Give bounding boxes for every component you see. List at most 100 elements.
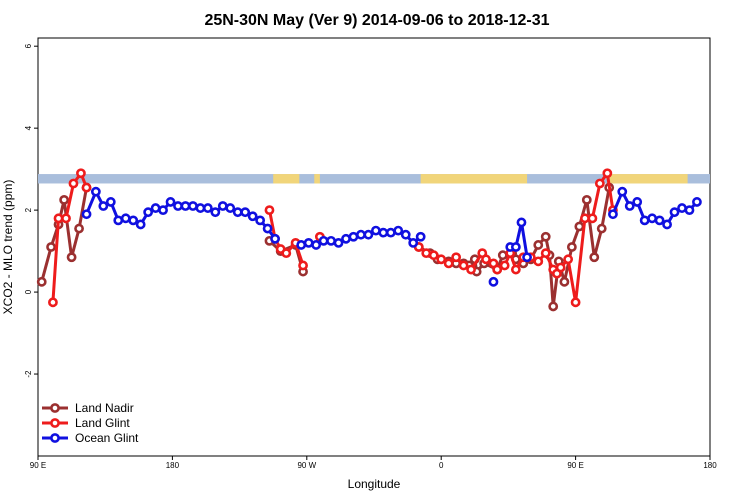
ocean-glint-point-0-20: [232, 207, 243, 218]
ocean-glint-point-0-0: [81, 209, 92, 220]
ocean-glint-point-1-12: [385, 227, 396, 238]
ocean-glint-point-3-2: [516, 217, 527, 228]
land-glint-point-3-22: [563, 254, 574, 265]
land-nadir-point-0-0: [36, 276, 47, 287]
y-tick-label-0: -2: [24, 370, 33, 378]
ocean-glint-point-1-10: [370, 225, 381, 236]
land-glint-point-3-25: [587, 213, 598, 224]
ocean-glint-point-4-9: [677, 203, 687, 213]
ocean-glint-point-0-4: [113, 215, 124, 226]
land-nadir-point-2-19: [548, 301, 559, 312]
land-nadir-point-2-26: [596, 223, 607, 234]
land-patch-0: [273, 174, 300, 184]
land-glint-point-3-2: [428, 250, 439, 261]
x-axis-label: Longitude: [348, 477, 401, 491]
ocean-glint-point-1-1: [303, 238, 314, 248]
ocean-glint-point-4-3: [632, 197, 643, 207]
y-tick-label-4: 6: [24, 43, 33, 48]
land-glint-point-3-24: [580, 213, 590, 224]
ocean-glint-point-4-11: [692, 197, 702, 207]
ocean-glint-point-0-24: [262, 223, 273, 234]
x-tick-label-4: 90 E: [567, 461, 583, 470]
ocean-glint-point-4-6: [654, 215, 665, 226]
ocean-glint-point-1-15: [408, 238, 419, 248]
ocean-glint-point-4-7: [662, 219, 672, 230]
land-patch-3: [519, 174, 528, 184]
land-glint-point-3-18: [540, 248, 551, 259]
ocean-glint-point-0-3: [105, 197, 116, 207]
land-glint-point-0-5: [81, 182, 92, 193]
land-glint-point-3-1: [421, 248, 432, 259]
chart-title: 25N-30N May (Ver 9) 2014-09-06 to 2018-1…: [204, 12, 549, 29]
ocean-glint-point-1-0: [296, 240, 307, 250]
legend-label-land-nadir: Land Nadir: [75, 401, 134, 415]
land-nadir-point-2-21: [559, 276, 570, 287]
x-tick-label-1: 180: [166, 461, 180, 470]
ocean-glint-point-4-1: [617, 186, 628, 197]
land-glint-point-3-12: [499, 260, 510, 271]
land-nadir-point-2-25: [589, 252, 600, 263]
land-glint-point-3-4: [443, 258, 454, 269]
land-glint-point-3-9: [481, 254, 491, 265]
ocean-glint-point-0-16: [202, 203, 213, 213]
ocean-glint-point-0-15: [195, 203, 206, 213]
ocean-glint-point-4-8: [669, 207, 680, 218]
ocean-glint-series: [81, 186, 702, 287]
legend-marker-land-nadir: [50, 403, 60, 413]
ocean-glint-point-0-25: [270, 233, 280, 244]
x-tick-label-2: 90 W: [297, 461, 316, 470]
land-glint-point-3-3: [436, 254, 447, 265]
land-patch-4: [607, 174, 688, 184]
ocean-glint-point-0-10: [158, 205, 168, 216]
land-glint-point-3-7: [466, 264, 476, 275]
land-glint-point-3-21: [555, 262, 566, 273]
land-glint-point-3-11: [492, 264, 503, 275]
ocean-band: [38, 174, 710, 184]
y-tick-label-1: 0: [24, 289, 33, 294]
ocean-glint-point-0-9: [150, 203, 161, 213]
ocean-glint-point-1-3: [318, 235, 329, 246]
ocean-glint-point-0-11: [165, 197, 176, 207]
land-nadir-point-0-5: [74, 223, 84, 234]
land-patch-2: [420, 174, 524, 184]
ocean-glint-point-1-6: [341, 233, 351, 244]
land-glint-point-3-17: [533, 256, 544, 267]
ocean-glint-point-1-11: [378, 227, 389, 238]
land-glint-point-3-5: [451, 252, 462, 263]
land-nadir-point-0-3: [59, 194, 70, 205]
land-glint-point-0-3: [68, 178, 79, 189]
land-glint-line-3: [417, 171, 615, 304]
x-tick-label-5: 180: [703, 461, 717, 470]
ocean-glint-point-1-14: [400, 229, 411, 240]
land-nadir-point-0-4: [66, 252, 77, 263]
y-tick-label-2: 2: [24, 207, 33, 212]
ocean-glint-point-0-1: [90, 186, 101, 197]
axes: 90 E 180 90 W 0 90 E 180 -2 0 2 4 6: [24, 43, 717, 470]
ocean-glint-point-0-23: [255, 215, 266, 226]
series-layer: [36, 168, 702, 312]
ocean-glint-point-0-21: [240, 207, 251, 218]
ocean-glint-point-1-13: [393, 225, 404, 236]
ocean-glint-point-4-2: [624, 201, 635, 211]
legend-marker-land-glint: [50, 418, 60, 428]
land-nadir-point-0-1: [46, 242, 56, 252]
ocean-glint-point-4-4: [639, 215, 650, 226]
land-patch-1: [314, 174, 320, 184]
land-glint-point-0-0: [48, 297, 58, 308]
land-glint-point-3-27: [602, 168, 613, 179]
ocean-glint-point-0-19: [225, 203, 236, 213]
ocean-glint-point-1-5: [333, 238, 344, 248]
land-glint-point-0-4: [76, 168, 86, 179]
y-axis-label: XCO2 - MLO trend (ppm): [1, 180, 15, 315]
plot-frame: [37, 37, 711, 457]
ocean-glint-point-0-2: [98, 201, 109, 211]
ocean-glint-point-2-0: [488, 276, 499, 287]
land-glint-point-3-23: [570, 297, 581, 308]
ocean-glint-point-0-18: [217, 201, 228, 211]
land-glint-point-0-2: [61, 213, 71, 224]
x-tick-label-3: 0: [439, 461, 444, 470]
ocean-glint-point-4-0: [608, 209, 618, 220]
land-nadir-point-2-11: [497, 250, 508, 261]
